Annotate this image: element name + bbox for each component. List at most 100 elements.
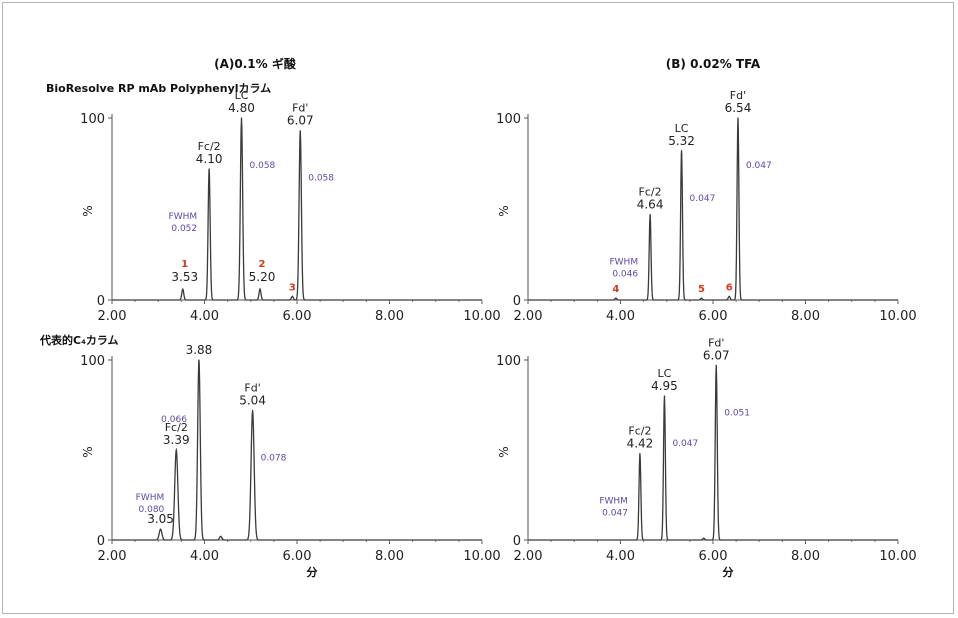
impurity-marker: 1 <box>181 259 188 270</box>
peak-point <box>182 288 184 290</box>
y-tick-label: 0 <box>97 294 105 309</box>
fwhm-label: FWHM <box>599 497 628 507</box>
fwhm-value: 0.052 <box>171 224 197 234</box>
peak-point <box>291 295 293 297</box>
peak-point <box>649 213 651 216</box>
x-tick-label: 6.00 <box>699 309 728 324</box>
peak-rt-label: 4.80 <box>228 101 255 115</box>
peak-rt-label: 5.32 <box>668 134 695 148</box>
fwhm-value: 0.058 <box>250 161 276 171</box>
x-axis-label: 分 <box>307 565 318 579</box>
peak-name-label: Fd' <box>292 102 308 115</box>
x-tick-label: 2.00 <box>514 549 543 564</box>
y-axis-label: % <box>497 205 511 216</box>
fwhm-value: 0.046 <box>612 269 638 279</box>
peak-point <box>680 150 683 152</box>
peak-rt-label: 5.20 <box>249 270 276 284</box>
x-tick-label: 10.00 <box>463 549 500 564</box>
x-tick-label: 8.00 <box>375 549 404 564</box>
x-tick-label: 2.00 <box>514 309 543 324</box>
x-tick-label: 10.00 <box>879 549 916 564</box>
impurity-marker: 4 <box>612 284 619 295</box>
condition-b-header: (B) 0.02% TFA <box>666 57 761 71</box>
peak-point <box>175 449 177 451</box>
x-tick-label: 6.00 <box>699 549 728 564</box>
peak-name-label: Fd' <box>244 381 260 394</box>
peak-name-label: LC <box>675 122 689 135</box>
peak-point <box>615 297 617 299</box>
peak-rt-label: 4.10 <box>196 152 223 166</box>
trace-line <box>528 365 898 541</box>
fwhm-value: 0.058 <box>308 174 334 184</box>
peak-point <box>198 359 200 361</box>
x-tick-label: 10.00 <box>463 309 500 324</box>
peak-rt-label: 4.64 <box>637 197 664 211</box>
peak-name-label: Fc/2 <box>639 185 662 198</box>
trace-line <box>112 117 482 301</box>
fwhm-value: 0.047 <box>746 161 772 171</box>
x-tick-label: 8.00 <box>791 549 820 564</box>
y-tick-label: 100 <box>496 112 521 127</box>
peak-rt-label: 6.07 <box>703 348 730 362</box>
peak-rt-label: 4.42 <box>627 437 654 451</box>
y-tick-label: 100 <box>80 112 105 127</box>
condition-a-header: (A)0.1% ギ酸 <box>214 56 297 71</box>
x-tick-label: 6.00 <box>283 309 312 324</box>
peak-rt-label: 3.88 <box>186 343 213 357</box>
fwhm-label: FWHM <box>136 493 165 503</box>
peak-rt-label: 6.54 <box>725 101 752 115</box>
peak-point <box>728 295 730 297</box>
fwhm-value: 0.047 <box>690 194 716 204</box>
peak-point <box>700 297 703 299</box>
x-tick-label: 4.00 <box>606 549 635 564</box>
fwhm-value: 0.051 <box>724 408 750 418</box>
y-axis-label: % <box>497 446 511 457</box>
peak-point <box>159 528 162 530</box>
fwhm-label: FWHM <box>169 212 198 222</box>
fwhm-label: FWHM <box>609 257 638 267</box>
peak-point <box>715 364 717 366</box>
trace-line <box>528 117 898 301</box>
peak-name-label: Fd' <box>730 89 746 102</box>
y-tick-label: 0 <box>97 534 105 549</box>
peak-point <box>252 409 254 411</box>
peak-rt-label: 6.07 <box>287 114 314 128</box>
peak-point <box>299 130 301 132</box>
fwhm-value: 0.080 <box>139 505 165 515</box>
peak-name-label: Fd' <box>708 336 724 349</box>
peak-rt-label: 3.39 <box>163 433 190 447</box>
x-tick-label: 4.00 <box>190 309 219 324</box>
fwhm-value: 0.047 <box>672 439 698 449</box>
row2-column-label: 代表的C₄カラム <box>39 333 119 347</box>
x-tick-label: 8.00 <box>375 309 404 324</box>
peak-point <box>663 395 666 397</box>
peak-point <box>240 117 243 119</box>
impurity-marker: 5 <box>698 284 705 295</box>
peak-rt-label: 5.04 <box>239 393 266 407</box>
peak-name-label: LC <box>658 367 672 380</box>
panels-group: 2.00 4.00 6.00 8.00 10.000100%4.10Fc/2FWHM0.… <box>80 89 916 579</box>
y-tick-label: 0 <box>513 294 521 309</box>
x-tick-label: 4.00 <box>606 309 635 324</box>
fwhm-value: 0.047 <box>602 509 628 519</box>
x-tick-label: 2.00 <box>98 309 127 324</box>
impurity-marker: 3 <box>289 282 296 293</box>
fwhm-value: 0.078 <box>261 453 287 463</box>
peak-rt-label: 3.53 <box>171 270 198 284</box>
impurity-marker: 6 <box>726 282 733 293</box>
peak-point <box>208 168 210 170</box>
x-tick-label: 8.00 <box>791 309 820 324</box>
fwhm-value: 0.066 <box>161 415 187 425</box>
x-tick-label: 2.00 <box>98 549 127 564</box>
x-tick-label: 4.00 <box>190 549 219 564</box>
impurity-marker: 2 <box>259 259 266 270</box>
peak-name-label: Fc/2 <box>165 421 188 434</box>
peak-name-label: LC <box>235 89 249 102</box>
y-tick-label: 100 <box>496 354 521 369</box>
